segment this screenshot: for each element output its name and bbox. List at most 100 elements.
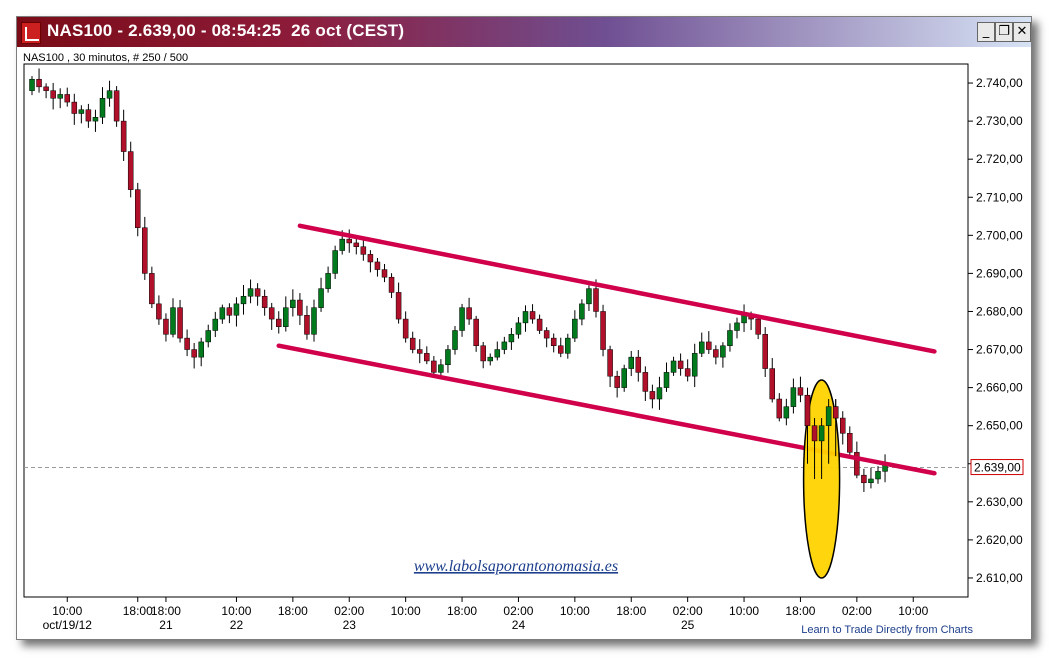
candle-body — [283, 307, 289, 327]
candle-body — [536, 318, 543, 331]
candle-body — [825, 406, 832, 426]
watermark-link[interactable]: www.labolsaporantonomasia.es — [414, 558, 618, 575]
candle-body — [120, 120, 127, 152]
candle-body — [92, 117, 99, 122]
candle-body — [149, 273, 155, 305]
x-tick-time-label: 18:00 — [151, 604, 181, 618]
candle-body — [783, 406, 790, 419]
x-tick-date-label: 22 — [230, 618, 244, 632]
candle-body — [71, 101, 78, 114]
candle-body — [832, 406, 839, 419]
candle-body — [543, 330, 550, 339]
candle-body — [607, 349, 613, 377]
x-tick-time-label: 10:00 — [560, 604, 590, 618]
y-tick-label: 2.620,00 — [976, 533, 1023, 547]
candle-body — [522, 311, 529, 324]
candle-body — [276, 318, 282, 327]
candle-body — [135, 189, 141, 228]
candle-body — [127, 151, 134, 190]
candle-body — [297, 299, 303, 316]
close-button[interactable]: ✕ — [1013, 22, 1031, 42]
candle-body — [868, 478, 874, 484]
y-tick-label: 2.710,00 — [976, 190, 1023, 204]
candle-body — [156, 303, 162, 320]
candle-body — [797, 387, 804, 396]
candle-body — [445, 349, 451, 366]
candle-body — [840, 417, 846, 434]
x-tick-date-label: 23 — [343, 618, 357, 632]
candle-body — [346, 238, 352, 244]
minimize-button[interactable]: _ — [977, 22, 995, 42]
candle-body — [353, 242, 360, 247]
y-tick-label: 2.730,00 — [976, 114, 1023, 128]
candle-body — [184, 337, 190, 350]
candle-body — [649, 391, 656, 400]
candle-body — [57, 94, 63, 99]
candle-body — [804, 394, 811, 426]
candle-body — [529, 311, 536, 320]
candle-body — [332, 250, 338, 274]
candle-body — [438, 364, 444, 373]
candle-body — [473, 318, 479, 346]
x-tick-time-label: 02:00 — [842, 604, 872, 618]
x-tick-time-label: 18:00 — [278, 604, 308, 618]
candle-body — [198, 341, 204, 358]
y-tick-label: 2.700,00 — [976, 228, 1023, 242]
x-tick-time-label: 10:00 — [729, 604, 759, 618]
y-tick-label: 2.670,00 — [976, 343, 1023, 357]
candle-body — [233, 303, 240, 316]
candle-body — [106, 90, 113, 99]
candle-body — [854, 452, 860, 476]
x-tick-time-label: 18:00 — [447, 604, 477, 618]
candle-body — [304, 315, 310, 335]
candle-body — [875, 471, 881, 480]
x-tick-time-label: 10:00 — [221, 604, 251, 618]
x-tick-time-label: 02:00 — [334, 604, 364, 618]
candle-body — [818, 425, 825, 442]
candle-body — [388, 276, 395, 293]
candle-body — [254, 288, 261, 297]
y-tick-label: 2.630,00 — [976, 495, 1023, 509]
x-tick-date-label: oct/19/12 — [43, 618, 93, 632]
candle-body — [43, 86, 49, 91]
x-tick-time-label: 18:00 — [785, 604, 815, 618]
chart-info-label: NAS100 , 30 minutos, # 250 / 500 — [23, 52, 188, 64]
candle-body — [713, 349, 719, 358]
candle-body — [99, 98, 106, 118]
candle-body — [691, 353, 698, 377]
candle-body — [720, 345, 726, 358]
candle-body — [480, 345, 486, 362]
price-tag-box — [970, 459, 1024, 476]
candle-body — [247, 288, 254, 297]
footer-link[interactable]: Learn to Trade Directly from Charts — [801, 624, 973, 636]
candle-body — [177, 307, 183, 339]
candle-body — [621, 368, 627, 388]
restore-button[interactable]: ❐ — [995, 22, 1013, 42]
title-bar[interactable]: NAS100 - 2.639,00 - 08:54:25 26 oct (CES… — [17, 17, 1031, 47]
candle-body — [677, 360, 684, 369]
candle-body — [367, 254, 374, 263]
chart-app-icon — [21, 22, 41, 44]
candle-body — [614, 375, 620, 388]
candle-body — [459, 307, 465, 331]
candle-body — [78, 109, 85, 114]
candle-body — [734, 322, 740, 331]
candle-body — [558, 345, 564, 354]
candle-body — [325, 273, 331, 289]
candle-body — [550, 337, 557, 346]
candle-body — [628, 356, 634, 369]
candle-body — [501, 341, 508, 350]
candle-body — [635, 356, 642, 373]
candle-body — [424, 353, 430, 362]
candle-body — [466, 307, 472, 320]
candle-body — [452, 330, 458, 350]
price-chart[interactable]: NAS100 , 30 minutos, # 250 / 500 2.740,00… — [17, 17, 1031, 639]
candle-body — [395, 292, 402, 320]
candle-body — [572, 318, 578, 339]
x-tick-date-label: 24 — [512, 618, 526, 632]
candle-body — [261, 295, 268, 308]
candle-body — [113, 90, 120, 122]
y-tick-label: 2.740,00 — [976, 76, 1023, 90]
candle-body — [85, 109, 92, 122]
x-tick-time-label: 10:00 — [898, 604, 928, 618]
